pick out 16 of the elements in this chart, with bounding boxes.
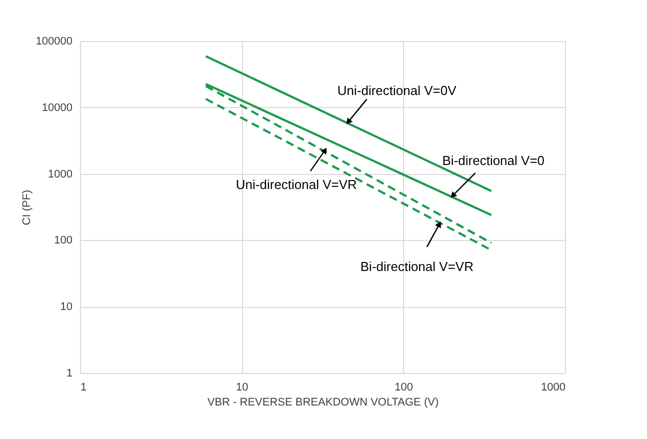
y-tick-label: 10000 [42,102,72,114]
y-tick-label: 10 [60,301,72,314]
annotation: Bi-directional V=VR [360,258,474,274]
y-tick-label: 1000 [48,168,72,180]
x-tick-label: 1000 [541,382,566,394]
x-tick-label: 10 [236,382,248,394]
annotation: Bi-directional V=0 [442,152,545,168]
y-axis-title: CI (PF) [20,190,33,226]
annotation: Uni-directional V=0V [337,83,457,98]
y-tick-label: 100000 [36,36,72,48]
x-axis-title: VBR - REVERSE BREAKDOWN VOLTAGE (V) [207,396,439,408]
x-tick-label: 100 [394,382,414,394]
x-tick-label: 1 [80,382,87,394]
y-tick-label: 1 [66,368,72,380]
y-tick-label: 100 [54,234,72,247]
annotation: Uni-directional V=VR [236,177,357,192]
